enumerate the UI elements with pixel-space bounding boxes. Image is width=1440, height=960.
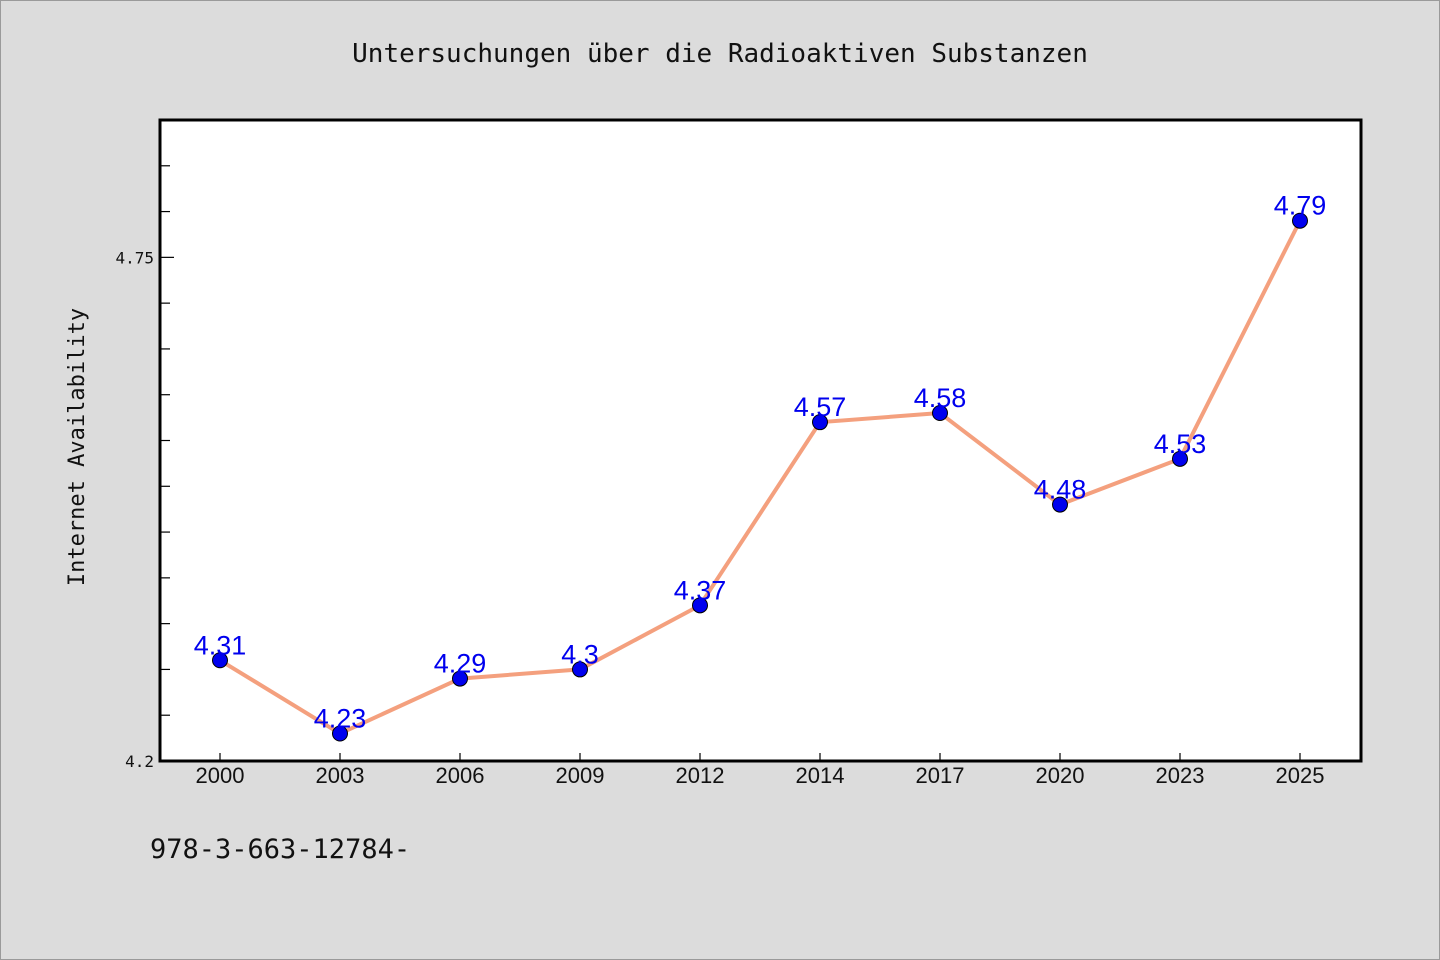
series-line bbox=[218, 218, 1302, 736]
x-tick-label: 2014 bbox=[796, 763, 845, 788]
x-tick-label: 2020 bbox=[1036, 763, 1085, 788]
x-tick-label: 2025 bbox=[1276, 763, 1325, 788]
x-tick-label: 2000 bbox=[196, 763, 245, 788]
x-tick-label: 2017 bbox=[916, 763, 965, 788]
data-point bbox=[332, 725, 348, 742]
data-point bbox=[212, 652, 228, 669]
data-label: 4.53 bbox=[1154, 429, 1207, 459]
series-layer bbox=[212, 212, 1308, 742]
data-point bbox=[1052, 496, 1068, 513]
data-label: 4.79 bbox=[1274, 191, 1327, 221]
data-point bbox=[932, 405, 948, 422]
data-label: 4.29 bbox=[434, 649, 487, 679]
data-label: 4.48 bbox=[1034, 475, 1087, 505]
data-label: 4.57 bbox=[794, 392, 847, 422]
x-tick-label: 2009 bbox=[556, 763, 605, 788]
plot-frame bbox=[158, 118, 1363, 763]
x-tick-label: 2012 bbox=[676, 763, 725, 788]
data-point bbox=[452, 670, 468, 687]
data-point bbox=[1172, 450, 1188, 467]
data-point bbox=[572, 661, 588, 678]
data-label: 4.58 bbox=[914, 383, 967, 413]
data-point bbox=[812, 414, 828, 431]
data-label: 4.37 bbox=[674, 575, 727, 605]
data-label: 4.3 bbox=[561, 639, 599, 669]
chart-title: Untersuchungen über die Radioaktiven Sub… bbox=[352, 39, 1088, 69]
x-tick-label: 2006 bbox=[436, 763, 485, 788]
axis-ticks: 4.2 4.75 2000 2003 2006 2009 2012 2014 2017 2020 2… bbox=[115, 119, 1325, 788]
y-axis-label: Internet Availability bbox=[65, 308, 90, 586]
x-tick-label: 2023 bbox=[1156, 763, 1205, 788]
data-label: 4.31 bbox=[194, 630, 247, 660]
plot-area bbox=[160, 120, 1361, 761]
data-point bbox=[692, 597, 708, 614]
x-tick-label: 2003 bbox=[316, 763, 365, 788]
data-point bbox=[1292, 212, 1308, 229]
y-tick-label: 4.75 bbox=[115, 248, 154, 267]
y-tick-label: 4.2 bbox=[125, 752, 154, 771]
data-label: 4.23 bbox=[314, 704, 367, 734]
footer-isbn-text: 978-3-663-12784- bbox=[150, 834, 411, 865]
data-labels: 4.31 4.23 4.29 4.3 4.37 4.57 4.58 4.48 4.53 4.79 bbox=[194, 191, 1327, 734]
